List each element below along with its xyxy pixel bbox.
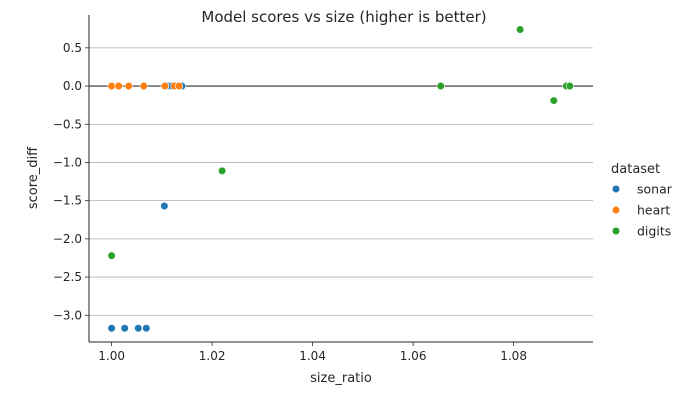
point-sonar [107,324,116,333]
x-tick-label: 1.00 [98,349,125,363]
y-tick-label: −2.5 [53,270,82,284]
legend-marker-sonar [611,184,621,194]
point-digits [549,96,558,105]
tick-labels: −3.0 −2.5 −2.0 −1.5 −1.0 −0.5 0.0 0.5 1.00 1.02 1.… [53,41,527,363]
x-tick-label: 1.02 [199,349,226,363]
legend-label-sonar: sonar [637,182,673,197]
point-digits [218,166,227,175]
point-heart [124,81,133,91]
y-axis-label: score_diff [26,146,41,209]
point-heart [114,81,123,91]
data-points [107,25,574,333]
y-tick-label: −3.0 [53,308,82,322]
y-tick-label: −1.5 [53,194,82,208]
y-tick-label: 0.5 [63,41,82,55]
legend-entries: sonar heart digits [611,182,673,239]
point-digits [516,25,525,34]
legend-label-digits: digits [637,224,671,239]
point-digits [565,81,574,91]
y-tick-label: −0.5 [53,117,82,131]
legend-marker-heart [611,205,621,215]
point-sonar [160,201,169,211]
point-heart [174,81,184,91]
point-heart [160,81,169,91]
point-heart [107,81,116,91]
point-sonar [134,324,143,333]
point-digits [107,251,116,260]
axes [85,15,593,346]
point-sonar [120,324,129,333]
x-tick-label: 1.08 [500,349,527,363]
x-tick-label: 1.04 [299,349,326,363]
legend-title: dataset [611,162,660,177]
point-sonar [142,324,151,333]
x-tick-label: 1.06 [400,349,427,363]
point-heart [139,81,148,91]
x-axis-label: size_ratio [310,371,372,386]
legend: dataset sonar heart digits [611,162,673,239]
legend-marker-digits [611,226,621,236]
chart-title: Model scores vs size (higher is better) [201,8,486,26]
legend-label-heart: heart [637,203,670,218]
y-tick-label: 0.0 [63,79,82,93]
y-tick-label: −2.0 [53,232,82,246]
point-digits [436,81,445,91]
y-tick-label: −1.0 [53,155,82,169]
